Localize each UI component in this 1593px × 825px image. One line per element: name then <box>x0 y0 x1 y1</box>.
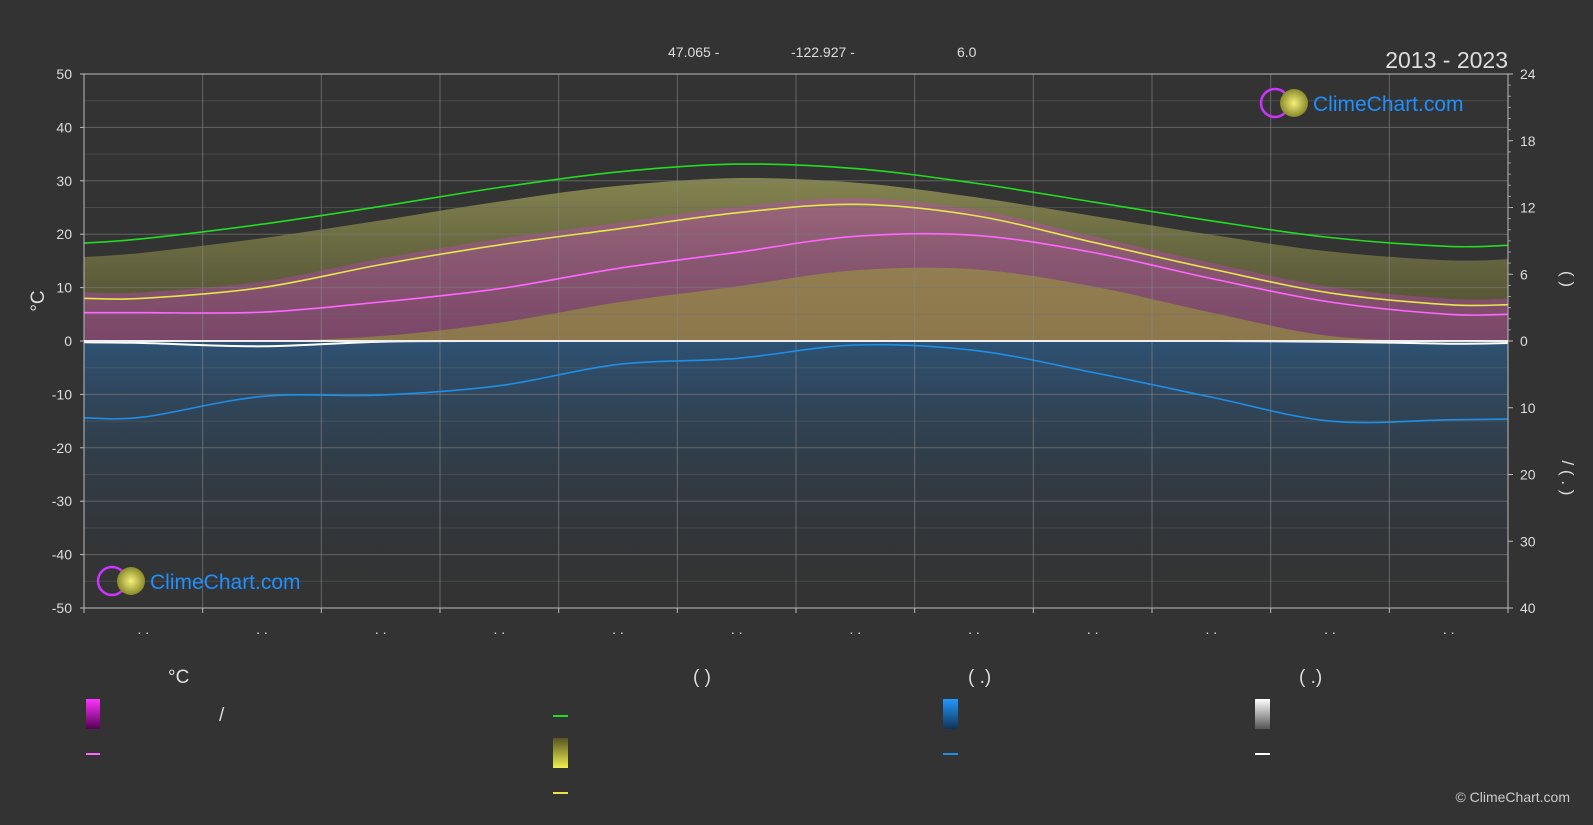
month-tick-label: . . <box>256 621 268 637</box>
legend: °C ( ) ( .) ( .) / <box>86 667 1322 794</box>
left-tick-label: 50 <box>56 66 72 82</box>
legend-swatch-snow <box>1255 699 1270 729</box>
left-tick-label: 0 <box>64 333 72 349</box>
legend-header-rain: ( .) <box>968 667 991 688</box>
elevation-label: 6.0 <box>957 44 977 60</box>
left-axis-label: °C <box>28 290 49 311</box>
logo-sun-icon <box>117 567 145 595</box>
legend-header-snow: ( .) <box>1299 667 1322 688</box>
right-tick-label-precip: 10 <box>1520 400 1536 416</box>
right-tick-label-precip: 20 <box>1520 467 1536 483</box>
month-tick-label: . . <box>731 621 743 637</box>
left-tick-label: -10 <box>52 386 72 402</box>
legend-swatch-sunshine <box>553 738 568 768</box>
right-tick-label-hours: 6 <box>1520 266 1528 282</box>
legend-swatch-temp-range <box>86 699 100 729</box>
month-tick-label: . . <box>137 621 149 637</box>
month-tick-label: . . <box>375 621 387 637</box>
right-tick-label-hours: 0 <box>1520 333 1528 349</box>
logo-bottom: ClimeChart.com <box>96 565 301 597</box>
series-line-precip <box>83 343 1509 424</box>
logo-sun-icon <box>1280 89 1308 117</box>
right-axis-bottom-label: / ( . ) <box>1558 461 1577 496</box>
copyright: © ClimeChart.com <box>1455 789 1570 805</box>
right-tick-label-precip: 30 <box>1520 533 1536 549</box>
latitude-label: 47.065 - <box>668 44 720 60</box>
left-tick-label: 30 <box>56 173 72 189</box>
right-axis-top-label: ( ) <box>1558 271 1577 287</box>
month-tick-label: . . <box>968 621 980 637</box>
left-tick-label: -20 <box>52 440 72 456</box>
left-tick-label: 20 <box>56 226 72 242</box>
left-tick-label: -30 <box>52 493 72 509</box>
period-title: 2013 - 2023 <box>1385 47 1508 73</box>
right-tick-label-precip: 40 <box>1520 600 1536 616</box>
left-tick-label: 10 <box>56 280 72 296</box>
month-tick-label: . . <box>1443 621 1455 637</box>
right-axis-ticks: 24 18 12 6 0 10 20 30 40 <box>1508 66 1536 616</box>
month-tick-label: . . <box>1205 621 1217 637</box>
series-line-daylight <box>83 163 1509 248</box>
left-tick-label: 40 <box>56 119 72 135</box>
series-line-sunshine <box>83 203 1509 307</box>
month-tick-label: . . <box>612 621 624 637</box>
month-axis-ticks: . . . . . . . . . . . . . . . . . . . . . . . . <box>83 608 1509 637</box>
month-tick-label: . . <box>493 621 505 637</box>
right-tick-label-hours: 12 <box>1520 200 1536 216</box>
right-tick-label-hours: 24 <box>1520 66 1536 82</box>
left-tick-label: -40 <box>52 547 72 563</box>
left-axis-ticks: 50 40 30 20 10 0 -10 -20 -30 -40 -50 <box>52 66 84 616</box>
legend-header-temperature: °C <box>168 667 189 688</box>
logo-text: ClimeChart.com <box>150 571 301 594</box>
legend-swatch-precip <box>943 699 958 729</box>
month-tick-label: . . <box>1087 621 1099 637</box>
month-tick-label: . . <box>1324 621 1336 637</box>
right-tick-label-hours: 18 <box>1520 133 1536 149</box>
longitude-label: -122.927 - <box>791 44 855 60</box>
series-line-max_temp <box>83 232 1509 316</box>
left-tick-label: -50 <box>52 600 72 616</box>
logo-top: ClimeChart.com <box>1259 87 1464 119</box>
logo-text: ClimeChart.com <box>1313 93 1464 116</box>
legend-slash: / <box>219 705 225 726</box>
month-tick-label: . . <box>849 621 861 637</box>
legend-header-sun: ( ) <box>693 667 711 688</box>
